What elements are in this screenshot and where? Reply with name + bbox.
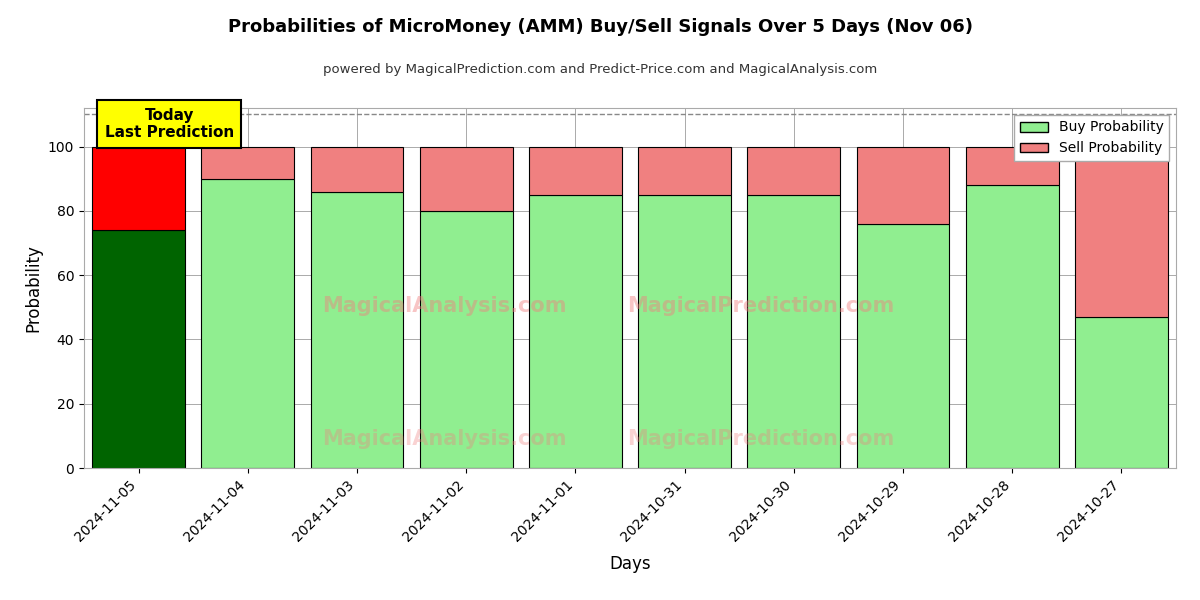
- Text: MagicalAnalysis.com: MagicalAnalysis.com: [322, 296, 566, 316]
- Bar: [529, 146, 622, 195]
- Bar: [92, 146, 185, 230]
- Text: MagicalAnalysis.com: MagicalAnalysis.com: [322, 429, 566, 449]
- Bar: [966, 185, 1058, 468]
- Bar: [748, 146, 840, 195]
- Bar: [857, 146, 949, 224]
- Bar: [1075, 317, 1168, 468]
- Bar: [202, 179, 294, 468]
- Text: Today
Last Prediction: Today Last Prediction: [104, 108, 234, 140]
- Bar: [311, 146, 403, 191]
- Bar: [748, 195, 840, 468]
- Text: MagicalPrediction.com: MagicalPrediction.com: [628, 296, 895, 316]
- Bar: [202, 146, 294, 179]
- Bar: [420, 211, 512, 468]
- Text: MagicalPrediction.com: MagicalPrediction.com: [628, 429, 895, 449]
- Bar: [420, 146, 512, 211]
- Legend: Buy Probability, Sell Probability: Buy Probability, Sell Probability: [1014, 115, 1169, 161]
- Bar: [966, 146, 1058, 185]
- Bar: [529, 195, 622, 468]
- Bar: [92, 230, 185, 468]
- Bar: [638, 195, 731, 468]
- Bar: [1075, 146, 1168, 317]
- Bar: [638, 146, 731, 195]
- Text: Probabilities of MicroMoney (AMM) Buy/Sell Signals Over 5 Days (Nov 06): Probabilities of MicroMoney (AMM) Buy/Se…: [228, 18, 972, 36]
- X-axis label: Days: Days: [610, 556, 650, 574]
- Text: powered by MagicalPrediction.com and Predict-Price.com and MagicalAnalysis.com: powered by MagicalPrediction.com and Pre…: [323, 63, 877, 76]
- Y-axis label: Probability: Probability: [24, 244, 42, 332]
- Bar: [857, 224, 949, 468]
- Bar: [311, 191, 403, 468]
